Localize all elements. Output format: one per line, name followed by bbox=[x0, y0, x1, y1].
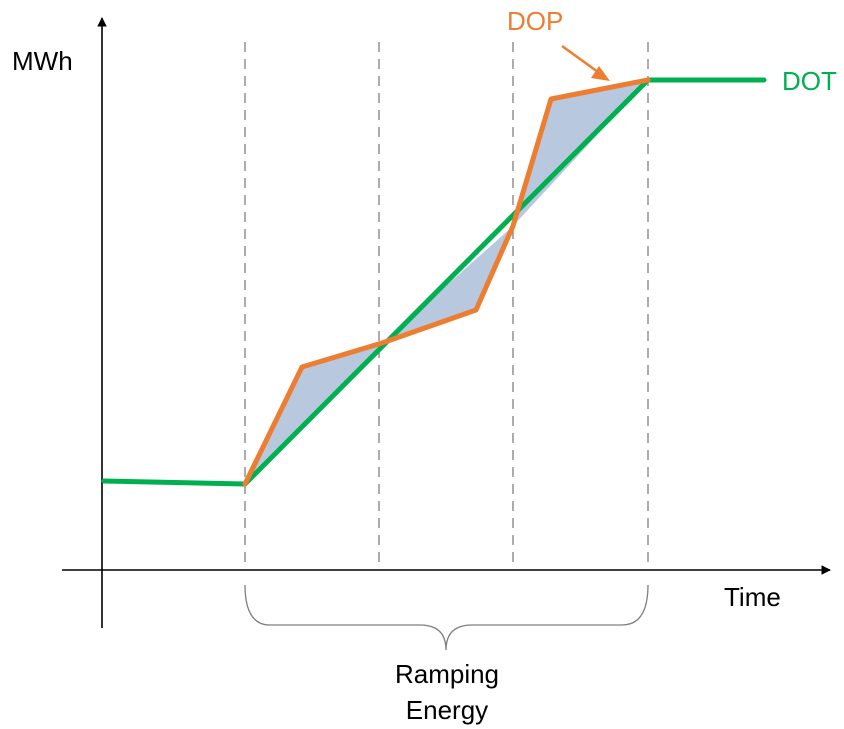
dop-label: DOP bbox=[507, 6, 563, 36]
period-guides bbox=[244, 42, 649, 565]
ramping-label-line2: Energy bbox=[406, 695, 488, 725]
dop-pointer-arrow bbox=[561, 44, 610, 81]
dot-line bbox=[101, 77, 767, 487]
ramping-brace bbox=[244, 584, 649, 651]
dot-label: DOT bbox=[782, 66, 837, 96]
x-axis-label: Time bbox=[724, 582, 781, 612]
y-axis-label: MWh bbox=[12, 46, 73, 76]
ramping-label-line1: Ramping bbox=[395, 659, 499, 689]
dop-line bbox=[242, 77, 651, 487]
